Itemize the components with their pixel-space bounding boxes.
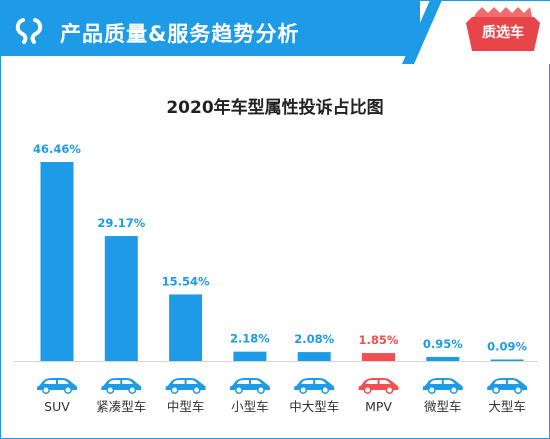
category-label-0: SUV	[44, 399, 70, 414]
badge-label: 质选车	[482, 25, 524, 41]
category-label-3: 小型车	[231, 399, 269, 414]
page-title: 产品质量&服务趋势分析	[60, 22, 300, 46]
car-icon	[294, 378, 335, 394]
data-label-6: 0.95%	[423, 337, 463, 351]
data-label-4: 2.08%	[294, 332, 334, 346]
category-label-4: 中大型车	[289, 399, 339, 414]
category-label-7: 大型车	[488, 399, 526, 414]
bar-4	[297, 352, 331, 361]
category-label-2: 中型车	[167, 399, 205, 414]
bar-5	[362, 353, 395, 361]
category-label-1: 紧凑型车	[96, 399, 146, 414]
car-icon	[487, 378, 528, 394]
category-label-5: MPV	[365, 399, 392, 414]
car-icon	[422, 378, 463, 394]
bar-6	[426, 356, 460, 361]
data-label-1: 29.17%	[97, 216, 145, 230]
bar-7	[490, 359, 524, 361]
brand-logo-icon	[15, 18, 43, 44]
badge-ribbon	[466, 7, 540, 51]
car-icon	[229, 378, 270, 394]
bar-1	[104, 236, 138, 361]
car-icon	[37, 378, 77, 394]
car-icon	[165, 378, 206, 394]
car-icon	[101, 378, 142, 394]
bar-2	[169, 294, 203, 361]
data-label-7: 0.09%	[487, 340, 527, 354]
bar-3	[233, 351, 267, 361]
chart-title: 2020年车型属性投诉占比图	[166, 98, 384, 118]
header: 产品质量&服务趋势分析 质选车	[0, 0, 550, 64]
car-icon	[358, 378, 399, 394]
data-label-2: 15.54%	[162, 274, 210, 288]
category-label-6: 微型车	[424, 399, 462, 414]
data-label-3: 2.18%	[230, 332, 270, 346]
bar-0	[40, 162, 74, 361]
data-label-5: 1.85%	[359, 333, 399, 347]
data-label-0: 46.46%	[33, 142, 81, 156]
